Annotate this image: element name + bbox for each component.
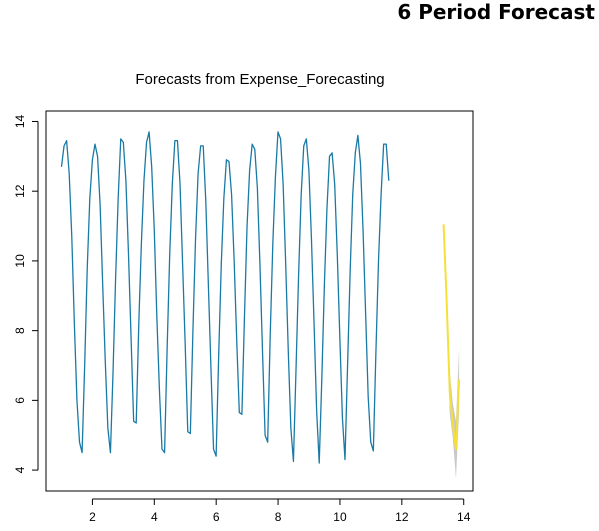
x-tick-label: 6 bbox=[213, 510, 220, 524]
x-axis: 2 4 6 8 10 12 14 bbox=[89, 498, 471, 524]
y-axis: 4 6 8 10 12 14 bbox=[13, 114, 39, 473]
x-tick-label: 2 bbox=[89, 510, 96, 524]
forecast-series-line bbox=[442, 224, 461, 451]
y-tick-label: 6 bbox=[13, 397, 27, 404]
plot-area bbox=[60, 131, 461, 479]
x-tick-label: 8 bbox=[275, 510, 282, 524]
y-tick-label: 10 bbox=[13, 254, 27, 268]
chart-title: Forecasts from Expense_Forecasting bbox=[135, 71, 384, 88]
y-tick-label: 14 bbox=[13, 114, 27, 128]
page-heading: 6 Period Forecast bbox=[397, 0, 595, 24]
x-tick-label: 10 bbox=[333, 510, 347, 524]
x-tick-label: 12 bbox=[395, 510, 409, 524]
y-tick-label: 8 bbox=[13, 327, 27, 334]
historical-series-line bbox=[60, 131, 390, 464]
x-tick-label: 14 bbox=[457, 510, 471, 524]
y-tick-label: 12 bbox=[13, 184, 27, 198]
y-tick-label: 4 bbox=[13, 466, 27, 473]
plot-frame bbox=[45, 110, 474, 492]
x-tick-label: 4 bbox=[151, 510, 158, 524]
